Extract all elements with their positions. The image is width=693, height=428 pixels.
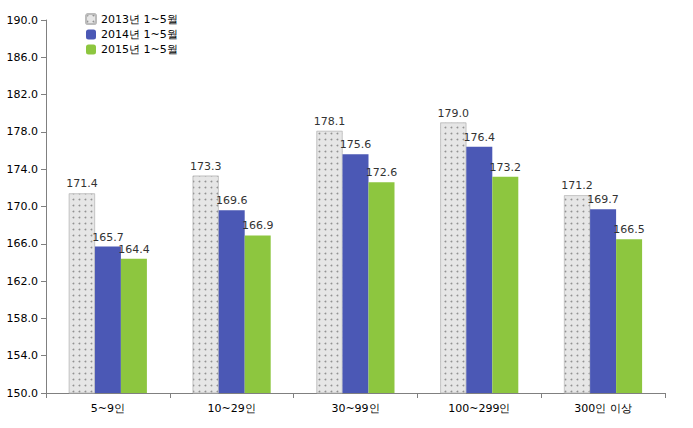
svg-text:178.1: 178.1 xyxy=(314,115,346,128)
svg-text:171.2: 171.2 xyxy=(561,179,593,192)
svg-text:179.0: 179.0 xyxy=(438,107,470,120)
svg-text:172.6: 172.6 xyxy=(366,166,398,179)
svg-text:165.7: 165.7 xyxy=(92,231,124,244)
svg-text:162.0: 162.0 xyxy=(7,275,39,288)
svg-text:10~29인: 10~29인 xyxy=(208,402,256,415)
svg-text:158.0: 158.0 xyxy=(7,312,39,325)
svg-text:166.5: 166.5 xyxy=(613,223,645,236)
svg-text:171.4: 171.4 xyxy=(66,177,98,190)
svg-text:174.0: 174.0 xyxy=(7,163,39,176)
svg-text:186.0: 186.0 xyxy=(7,51,39,64)
svg-text:164.4: 164.4 xyxy=(118,243,150,256)
svg-text:2015년 1~5월: 2015년 1~5월 xyxy=(101,43,178,56)
svg-text:100~299인: 100~299인 xyxy=(448,402,510,415)
svg-text:169.6: 169.6 xyxy=(216,194,248,207)
svg-text:300인 이상: 300인 이상 xyxy=(574,402,632,415)
svg-text:150.0: 150.0 xyxy=(7,387,39,400)
svg-text:169.7: 169.7 xyxy=(587,193,619,206)
svg-text:178.0: 178.0 xyxy=(7,125,39,138)
svg-text:30~99인: 30~99인 xyxy=(331,402,379,415)
svg-text:2013년 1~5월: 2013년 1~5월 xyxy=(101,13,178,26)
svg-text:166.0: 166.0 xyxy=(7,237,39,250)
svg-text:175.6: 175.6 xyxy=(340,138,372,151)
svg-text:176.4: 176.4 xyxy=(464,131,496,144)
svg-text:170.0: 170.0 xyxy=(7,200,39,213)
svg-text:173.3: 173.3 xyxy=(190,160,222,173)
svg-text:173.2: 173.2 xyxy=(490,161,522,174)
svg-text:5~9인: 5~9인 xyxy=(91,402,125,415)
svg-text:190.0: 190.0 xyxy=(7,14,39,27)
svg-text:2014년 1~5월: 2014년 1~5월 xyxy=(101,28,178,41)
svg-text:182.0: 182.0 xyxy=(7,88,39,101)
svg-text:166.9: 166.9 xyxy=(242,219,274,232)
svg-text:154.0: 154.0 xyxy=(7,349,39,362)
